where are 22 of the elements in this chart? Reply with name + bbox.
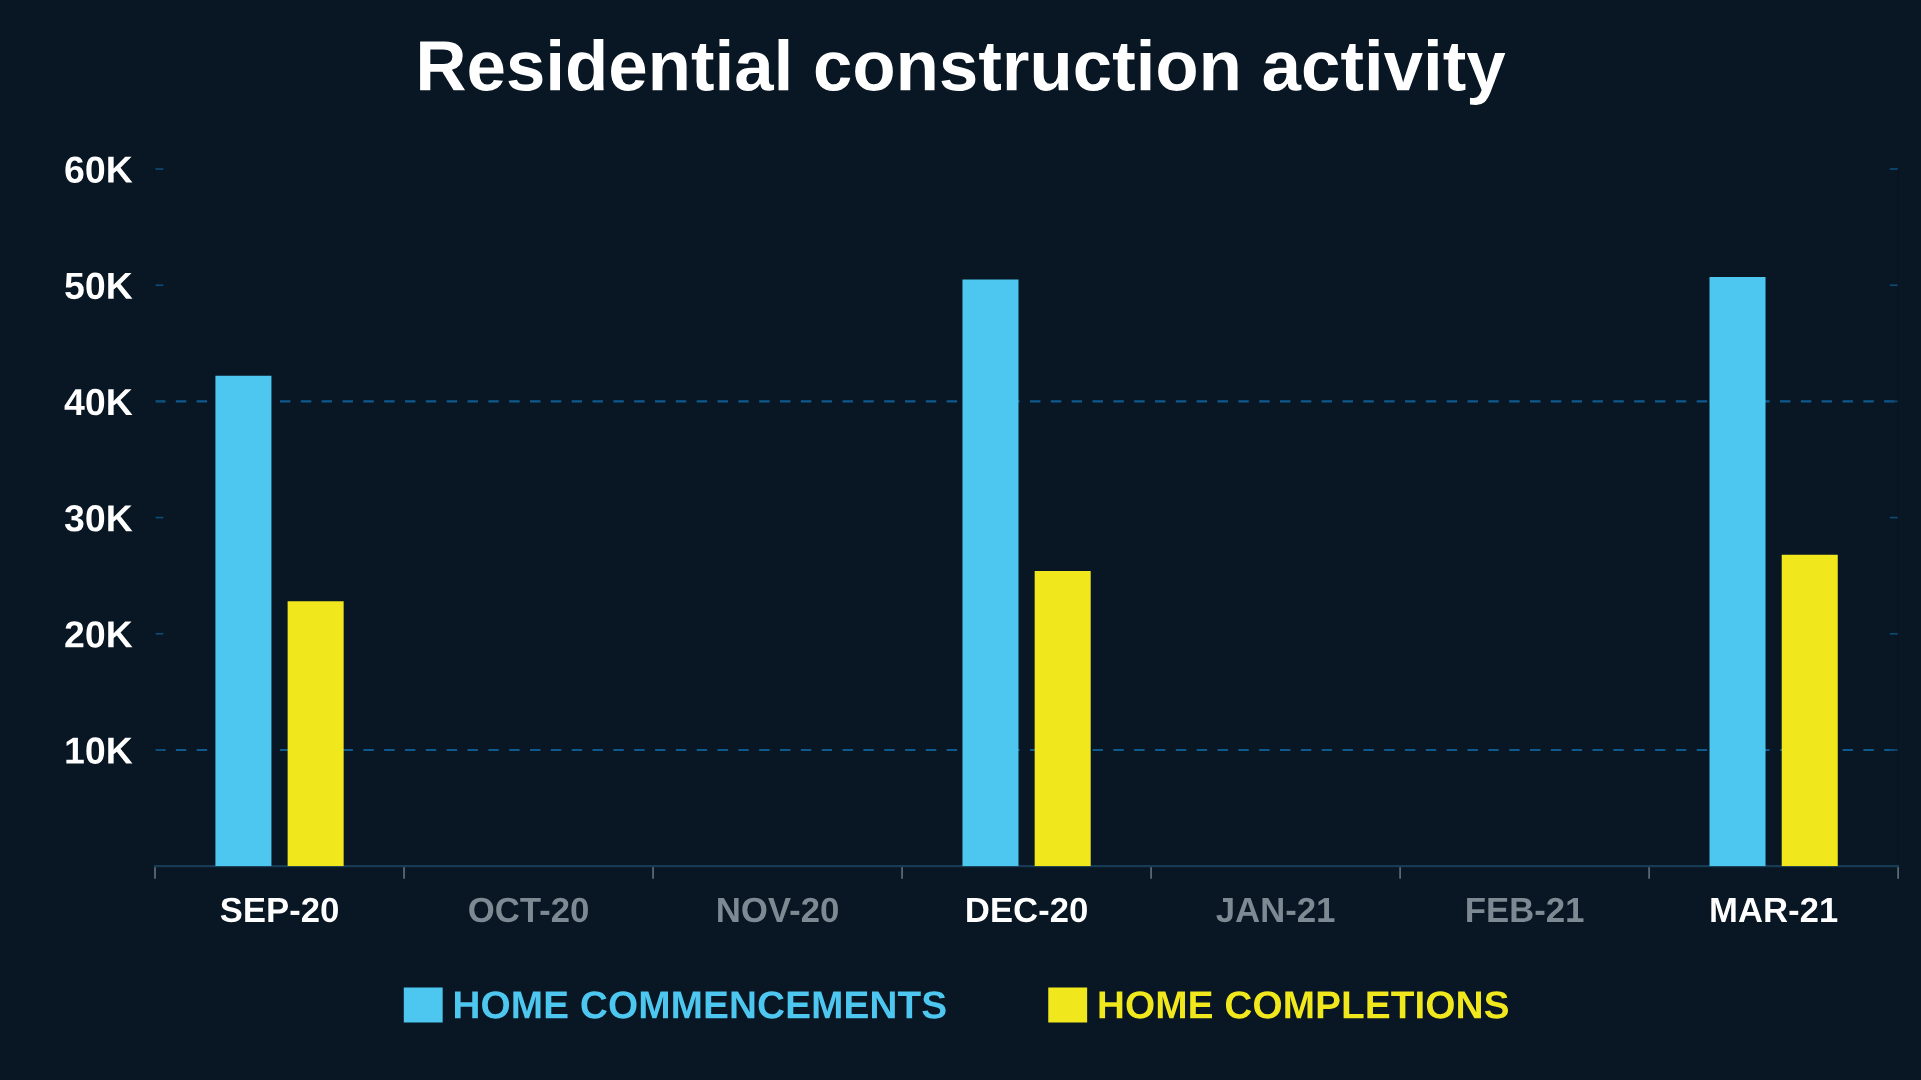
x-tick-label: OCT-20 bbox=[469, 897, 588, 923]
y-tick-label: 40K bbox=[64, 388, 133, 416]
x-tick-label: MAR-21 bbox=[1711, 897, 1838, 922]
x-tick-label: SEP-20 bbox=[220, 897, 338, 923]
bar bbox=[1709, 277, 1766, 867]
y-tick-label: 50K bbox=[65, 272, 133, 300]
bar bbox=[287, 601, 344, 867]
bar bbox=[962, 279, 1019, 867]
chart-title: Residential construction activity bbox=[420, 38, 1506, 106]
y-tick-label: 60K bbox=[65, 156, 133, 183]
bar bbox=[1781, 554, 1838, 867]
bar bbox=[1034, 571, 1091, 867]
legend-label: HOME COMMENCEMENTS bbox=[455, 991, 946, 1019]
y-tick-label: 30K bbox=[64, 504, 133, 532]
y-tick-label: 10K bbox=[66, 737, 133, 764]
x-tick-label: JAN-21 bbox=[1216, 897, 1335, 923]
bar bbox=[215, 375, 272, 867]
x-tick-label: NOV-20 bbox=[718, 897, 838, 923]
y-tick-label: 20K bbox=[65, 621, 133, 648]
x-tick-label: FEB-21 bbox=[1467, 897, 1584, 922]
legend-label: HOME COMPLETIONS bbox=[1099, 991, 1509, 1019]
x-tick-label: DEC-20 bbox=[967, 897, 1087, 923]
